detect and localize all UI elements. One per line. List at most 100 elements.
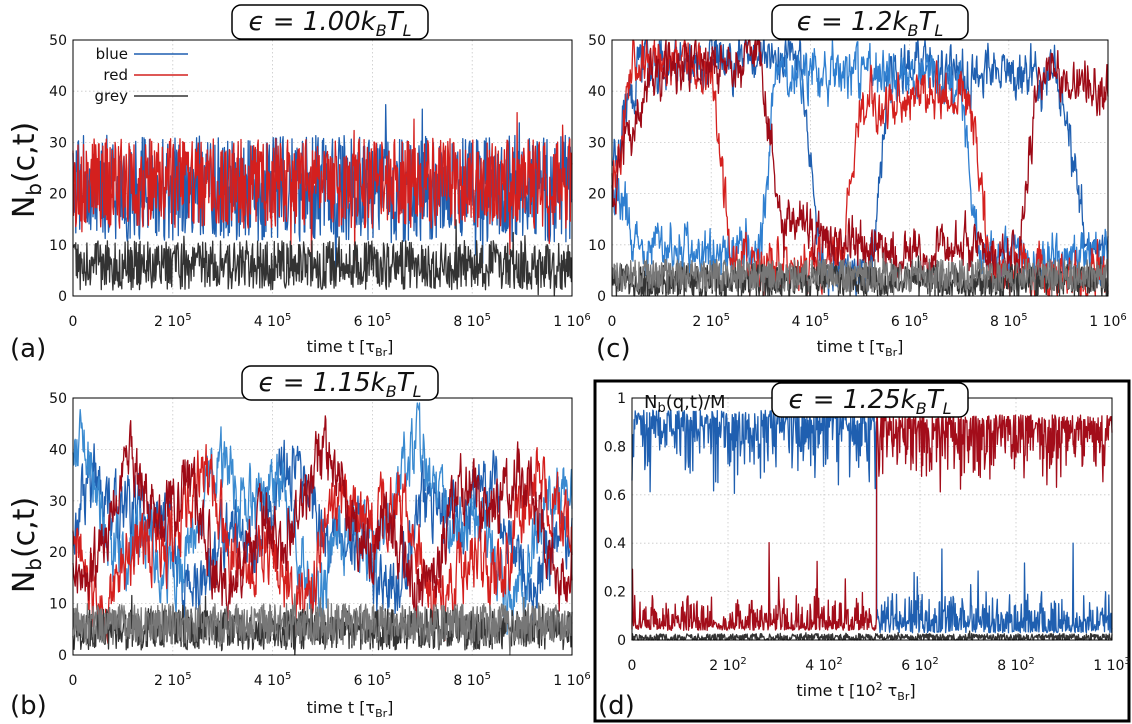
legend: blue red grey [95,45,188,105]
x-tick-label: 4 105 [254,671,292,689]
x-axis-label: time t [102 τBr] [796,680,915,703]
series-line-trace-2 [611,39,1109,297]
y-tick-label: 1 [617,391,626,407]
series-group [72,402,573,656]
x-tick-label: 6 105 [354,312,392,330]
panel-letter: (d) [598,691,635,721]
panel-title: ϵ = 1.15kBTL [241,365,439,401]
panel-title-box [771,382,969,418]
plot-area [72,39,573,297]
y-tick-label: 30 [49,494,67,510]
tick-labels: 0 10 20 30 40 50 0 2 105 4 105 6 105 8 105 1 106 [588,33,1127,330]
panel-letter: (a) [10,334,46,364]
y-tick-label: 0 [597,289,606,305]
y-tick-label: 10 [49,597,67,613]
series-group [72,104,573,297]
tick-labels: 0 10 20 30 40 50 0 2 105 4 105 6 105 8 105 1 106 [49,33,591,330]
panel-title-text: ϵ = 1.2kBTL [797,7,944,40]
series-line-trace-0 [631,409,1113,634]
x-tick-label: 6 102 [901,656,939,674]
y-tick-label: 20 [49,187,67,203]
x-tick-label: 2 105 [154,312,192,330]
x-tick-label: 4 105 [254,312,292,330]
panel-title: ϵ = 1.2kBTL [771,4,969,40]
x-tick-label: 8 105 [990,312,1028,330]
x-tick-label: 6 105 [354,671,392,689]
x-tick-label: 4 102 [805,656,843,674]
y-tick-label: 50 [588,33,606,49]
series-line-trace-1 [631,414,1113,631]
x-tick-label: 0 [69,314,78,330]
tick-labels: 0 10 20 30 40 50 0 2 105 4 105 6 105 8 105 1 106 [49,391,591,689]
y-tick-label: 30 [49,135,67,151]
y-tick-label: 50 [49,33,67,49]
y-tick-label: 0.4 [604,536,626,552]
series-line-trace-2 [631,630,1113,641]
panel-letter: (b) [10,691,47,721]
x-tick-label: 0 [628,658,637,674]
y-tick-label: 40 [49,84,67,100]
series-line-trace-2 [72,443,573,644]
y-tick-label: 0 [617,633,626,649]
panel-c: 0 10 20 30 40 50 0 2 105 4 105 6 105 8 105 1 106 ϵ =… [588,4,1127,364]
series-line-trace-3 [611,39,1109,286]
panel-letter: (c) [596,334,631,364]
series-line-trace-3 [72,415,573,626]
tick-labels: 0 0.2 0.4 0.6 0.8 1 0 2 102 4 102 6 102 8 102 1 103 [604,391,1131,674]
x-axis-label: time t [τBr] [307,698,394,720]
y-tick-label: 10 [49,238,67,254]
x-tick-label: 8 105 [453,312,491,330]
x-tick-label: 2 105 [154,671,192,689]
series-line-trace-1 [611,39,1109,292]
panel-d-frame [593,379,1131,723]
legend-label-red: red [103,66,128,84]
x-tick-label: 1 106 [553,312,591,330]
y-tick-label: 0.8 [604,439,626,455]
x-tick-label: 8 105 [453,671,491,689]
x-tick-label: 4 105 [792,312,830,330]
panel-title: ϵ = 1.25kBTL [771,382,969,418]
y-axis-label: Nb(c,t) [7,497,46,593]
y-tick-label: 40 [588,84,606,100]
plot-area [611,39,1109,297]
panel-title-text: ϵ = 1.25kBTL [788,385,951,418]
y-tick-label: 0 [58,289,67,305]
panel-b: 0 10 20 30 40 50 0 2 105 4 105 6 105 8 105 1 106 ϵ =… [7,365,591,721]
x-axis-label: time t [τBr] [817,337,904,359]
series-line-trace-5 [611,252,1109,297]
x-tick-label: 1 103 [1093,656,1131,674]
x-tick-label: 1 106 [1089,312,1127,330]
y-tick-label: 50 [49,391,67,407]
y-tick-label: 20 [49,545,67,561]
x-tick-label: 6 105 [891,312,929,330]
y-tick-label: 0.2 [604,585,626,601]
series-line-red [72,111,573,261]
panel-title-box [231,4,429,40]
y-tick-label: 0 [58,648,67,664]
panel-a: 0 10 20 30 40 50 0 2 105 4 105 6 105 8 105 1 106 ϵ =… [7,4,591,364]
y-tick-label: 30 [588,135,606,151]
x-tick-label: 2 102 [709,656,747,674]
legend-label-grey: grey [95,87,129,105]
panel-title-box [771,4,969,40]
panel-d: 0 0.2 0.4 0.6 0.8 1 0 2 102 4 102 6 102 8 102 1 103… [593,379,1131,723]
series-line-trace-5 [72,593,573,656]
y-tick-label: 0.6 [604,488,626,504]
y-axis-label: Nb(q,t)/M [644,392,726,416]
x-tick-label: 1 106 [553,671,591,689]
panel-title: ϵ = 1.00kBTL [231,4,429,40]
y-tick-label: 10 [588,238,606,254]
y-axis-label: Nb(c,t) [7,122,46,218]
x-tick-label: 0 [608,314,617,330]
x-tick-label: 8 102 [997,656,1035,674]
y-tick-label: 40 [49,442,67,458]
series-group [611,39,1109,297]
panel-title-box [241,365,439,401]
series-group [631,409,1113,641]
y-tick-label: 20 [588,187,606,203]
legend-label-blue: blue [96,45,128,63]
panel-title-text: ϵ = 1.00kBTL [248,7,411,40]
x-tick-label: 2 105 [692,312,730,330]
panel-title-text: ϵ = 1.15kBTL [258,368,421,401]
